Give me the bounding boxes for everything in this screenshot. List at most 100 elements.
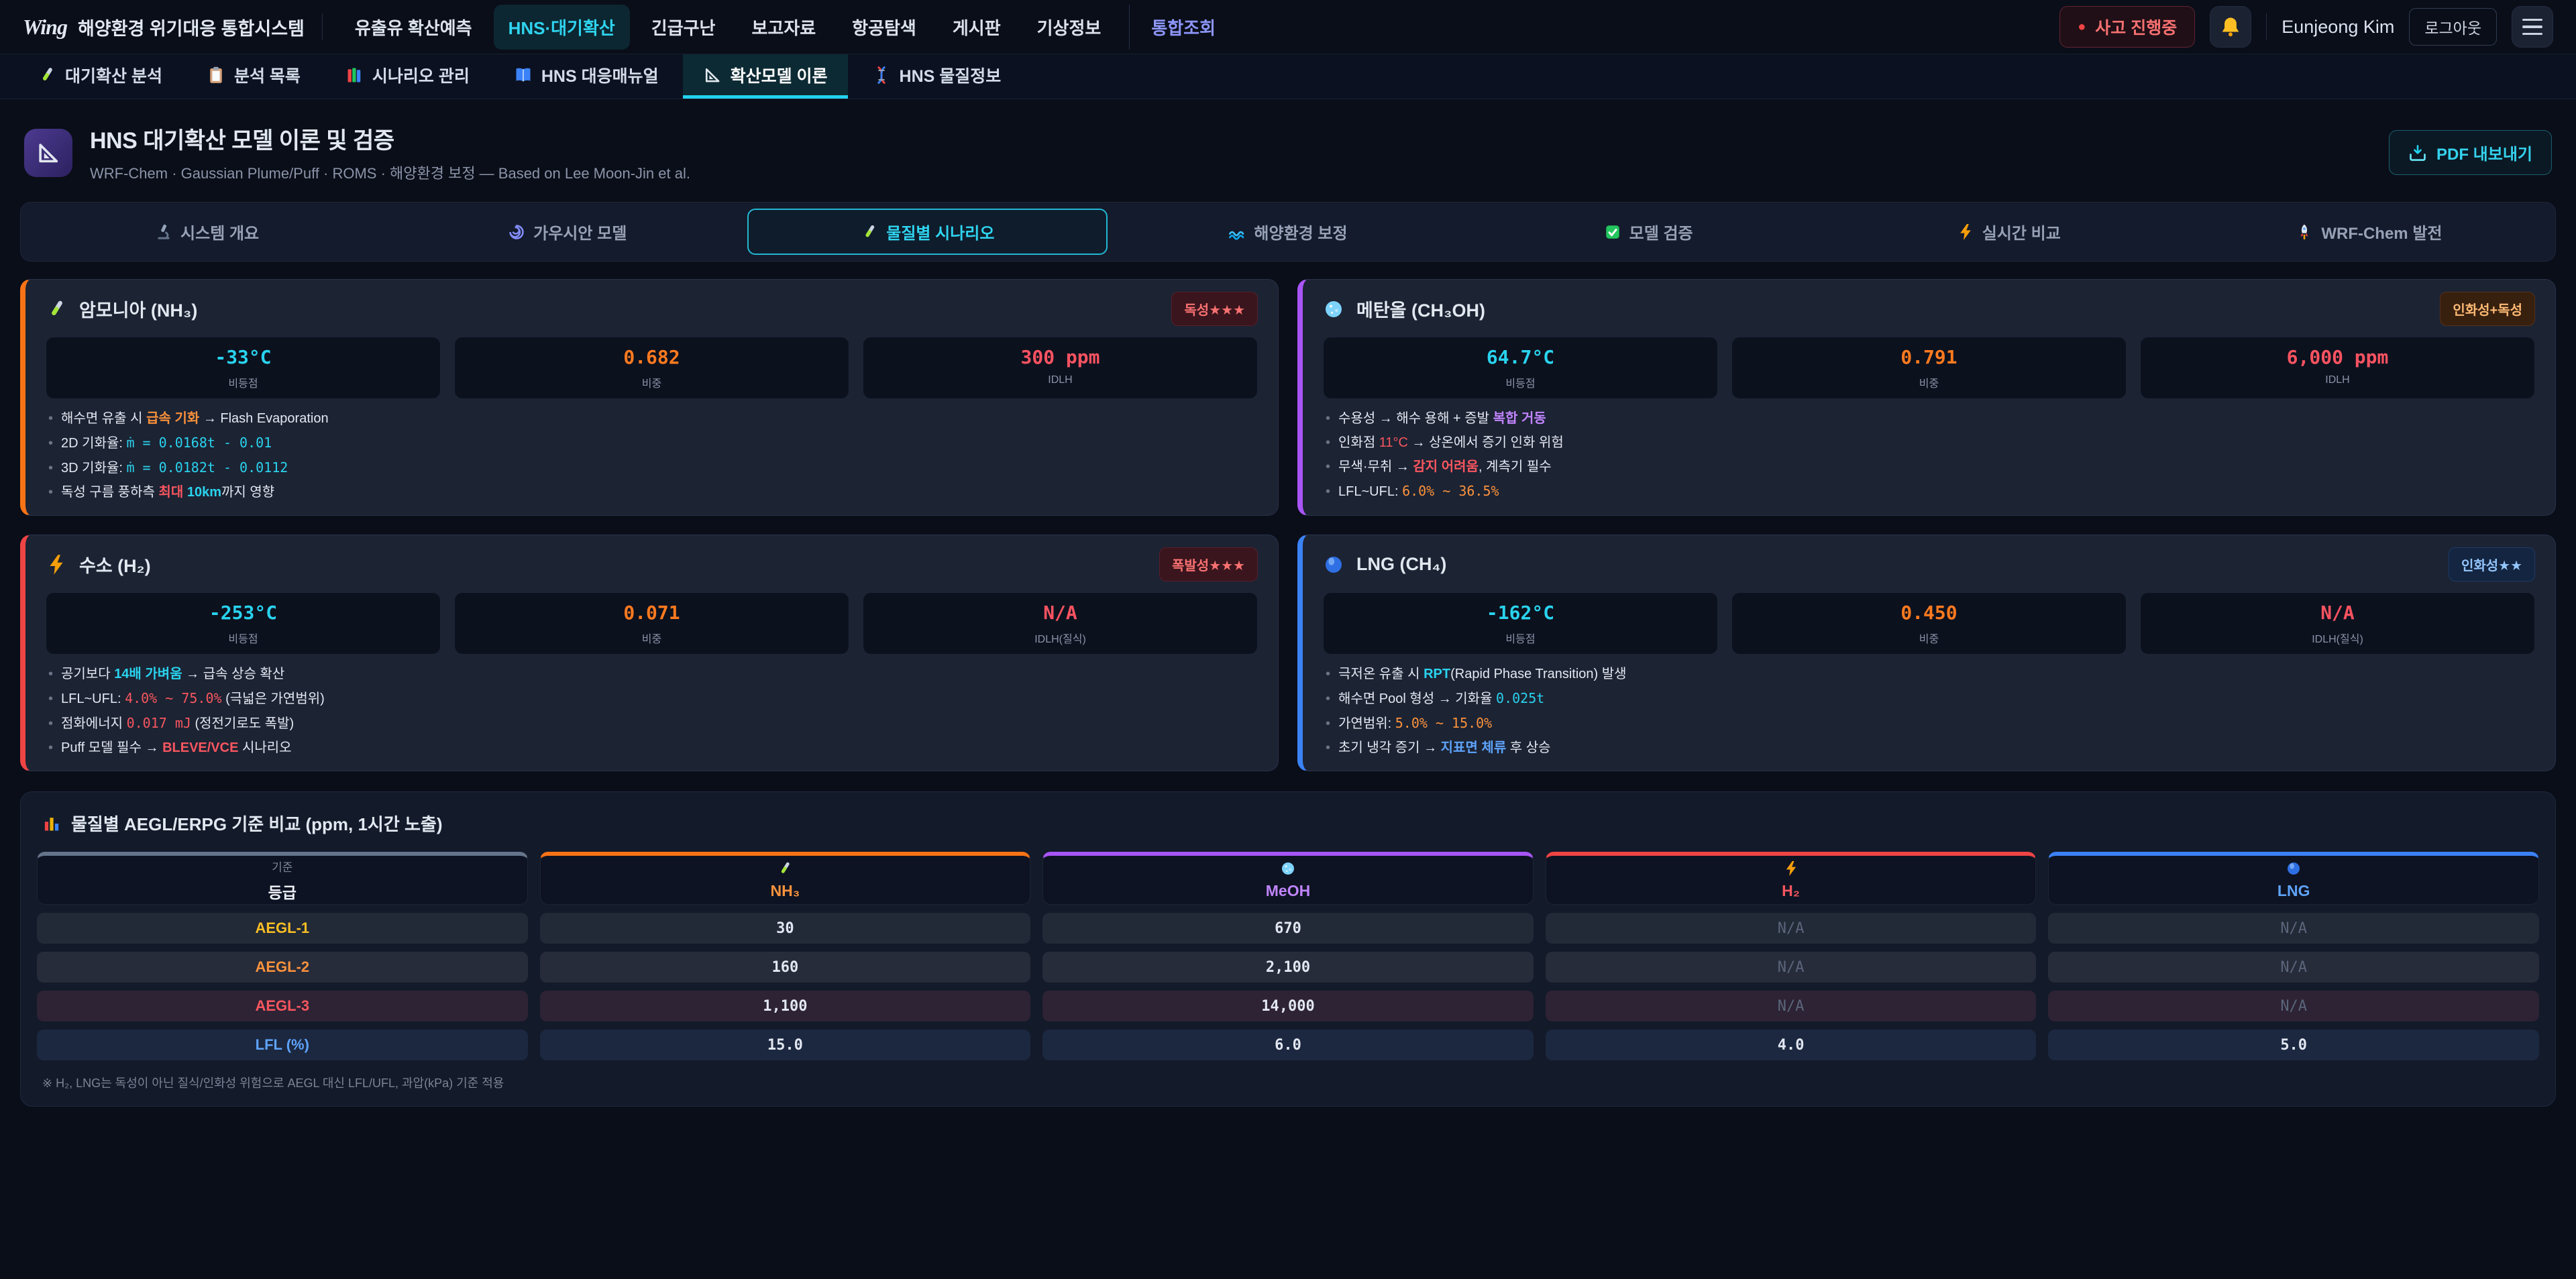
user-name: Eunjeong Kim [2282,17,2394,38]
bullet-text: 5.0% ~ 15.0% [1395,715,1493,731]
incident-status-label: 사고 진행중 [2095,15,2177,39]
bullet-text: 까지 영향 [221,485,274,500]
bullet-item: •인화점 11°C → 상온에서 증기 인화 위험 [1326,434,2535,452]
bullet-item: •해수면 유출 시 급속 기화 → Flash Evaporation [48,410,1258,428]
stat-box: -162°C비등점 [1323,592,1718,655]
open-book-icon [514,66,533,85]
card-header: 암모니아 (NH₃)독성★★★ [46,292,1258,326]
bullet-text: 해수면 유출 시 [61,411,146,426]
test-tube-icon [46,298,67,320]
bullet-dot-icon: • [48,461,53,476]
logout-button[interactable]: 로그아웃 [2409,8,2497,46]
stat-row: 64.7°C비등점0.791비중6,000 ppmIDLH [1323,337,2535,399]
stat-box: 0.682비중 [454,337,849,399]
stat-label: IDLH(질식) [869,630,1252,646]
nav-item-7[interactable]: 통합조회 [1129,5,1230,50]
aegl-cell: N/A [2048,913,2539,944]
bullet-text: 2D 기화율: [61,436,126,451]
nav-item-6[interactable]: 기상정보 [1022,5,1116,50]
check-icon [1604,223,1621,241]
stat-value: 64.7°C [1329,346,1712,368]
bolt-icon [1957,223,1974,241]
aegl-col-header-H₂: H₂ [1546,852,2037,905]
main-nav: 유출유 확산예측HNS·대기확산긴급구난보고자료항공탐색게시판기상정보 통합조회 [340,5,1230,50]
subnav-tab-3[interactable]: HNS 대응매뉴얼 [494,54,679,99]
top-navbar: Wing 해양환경 위기대응 통합시스템 유출유 확산예측HNS·대기확산긴급구… [0,0,2576,54]
bullet-text: ṁ = 0.0182t - 0.0112 [126,459,288,476]
aegl-cell: 1,100 [540,991,1031,1021]
stat-box: N/AIDLH(질식) [863,592,1258,655]
stat-value: 6,000 ppm [2146,346,2529,368]
bullet-text: 점화에너지 [61,716,127,731]
bullet-dot-icon: • [1326,691,1330,706]
nav-item-4[interactable]: 항공탐색 [837,5,931,50]
bullet-text: BLEVE/VCE [162,740,238,755]
hamburger-menu-button[interactable] [2512,6,2553,48]
bullet-item: •Puff 모델 필수 → BLEVE/VCE 시나리오 [48,739,1258,757]
notifications-button[interactable] [2210,6,2251,48]
bullet-dot-icon: • [48,740,53,755]
bullet-text: 공기보다 [61,667,114,681]
subnav-tab-1[interactable]: 분석 목록 [186,54,321,99]
aegl-cell: N/A [1546,952,2037,983]
bullet-dot-icon: • [48,716,53,731]
stat-label: IDLH [869,374,1252,386]
nav-item-2[interactable]: 긴급구난 [637,5,731,50]
bullet-text: 14배 가벼움 [114,667,182,681]
card-lng: LNG (CH₄)인화성★★-162°C비등점0.450비중N/AIDLH(질식… [1297,535,2556,771]
section-tab-3[interactable]: 해양환경 보정 [1108,209,1468,255]
stat-value: 300 ppm [869,346,1252,368]
subnav-tab-4[interactable]: 확산모델 이론 [683,54,848,99]
stat-label: IDLH [2146,374,2529,386]
aegl-footnote: ※ H₂, LNG는 독성이 아닌 질식/인화성 위험으로 AEGL 대신 LF… [37,1074,2539,1091]
stat-box: 0.450비중 [1731,592,2127,655]
page-subtitle: WRF-Chem · Gaussian Plume/Puff · ROMS · … [90,162,690,183]
section-tab-2[interactable]: 물질별 시나리오 [747,209,1108,255]
subnav-tab-5[interactable]: HNS 물질정보 [852,54,1022,99]
section-tab-5[interactable]: 실시간 비교 [1829,209,2189,255]
section-tab-4[interactable]: 모델 검증 [1468,209,1829,255]
test-tube-icon [861,223,878,241]
bullet-dot-icon: • [48,691,53,706]
subnav-tab-2[interactable]: 시나리오 관리 [325,54,490,99]
section-tab-label: 시스템 개요 [180,220,259,243]
bolt-icon [46,554,67,575]
microscope-icon [155,223,172,241]
aegl-col-header-LNG: LNG [2048,852,2539,905]
set-square-icon [703,66,722,85]
bullet-item: •LFL~UFL: 4.0% ~ 75.0% (극넓은 가연범위) [48,689,1258,708]
stat-value: N/A [2146,602,2529,624]
stat-label: 비등점 [52,374,435,390]
section-tab-1[interactable]: 가우시안 모델 [387,209,747,255]
bullet-dot-icon: • [1326,459,1330,474]
bullet-dot-icon: • [1326,435,1330,450]
hazard-badge: 독성★★★ [1171,292,1258,326]
pdf-export-button[interactable]: PDF 내보내기 [2389,130,2552,175]
nav-item-3[interactable]: 보고자료 [737,5,830,50]
aegl-cell: 670 [1042,913,1534,944]
aegl-col-header-등급: 기준등급 [37,852,528,905]
nav-item-5[interactable]: 게시판 [938,5,1016,50]
subnav-tab-0[interactable]: 대기확산 분석 [17,54,182,99]
hazard-badge: 인화성★★ [2449,547,2535,581]
card-bullets: •극저온 유출 시 RPT(Rapid Phase Transition) 발생… [1323,665,2535,757]
bullet-item: •초기 냉각 증기 → 지표면 체류 후 상승 [1326,739,2535,757]
section-tab-label: 가우시안 모델 [533,220,627,243]
stat-label: 비중 [1737,630,2121,646]
section-tab-6[interactable]: WRF-Chem 발전 [2189,209,2549,255]
nav-item-1[interactable]: HNS·대기확산 [494,5,630,50]
bullet-item: •해수면 Pool 형성 → 기화율 0.025t [1326,689,2535,708]
section-tab-0[interactable]: 시스템 개요 [27,209,387,255]
stat-box: -253°C비등점 [46,592,441,655]
stat-value: -33°C [52,346,435,368]
aegl-cell: 30 [540,913,1031,944]
section-tab-label: 해양환경 보정 [1254,220,1347,243]
stat-value: 0.682 [460,346,843,368]
bullet-text: 인화점 [1338,435,1379,450]
bullet-text: 초기 냉각 증기 → [1338,740,1441,755]
section-tab-label: 물질별 시나리오 [886,220,994,243]
nav-item-0[interactable]: 유출유 확산예측 [340,5,487,50]
bullet-text: Puff 모델 필수 → [61,740,162,755]
bullet-dot-icon: • [1326,667,1330,681]
aegl-cell: 14,000 [1042,991,1534,1021]
